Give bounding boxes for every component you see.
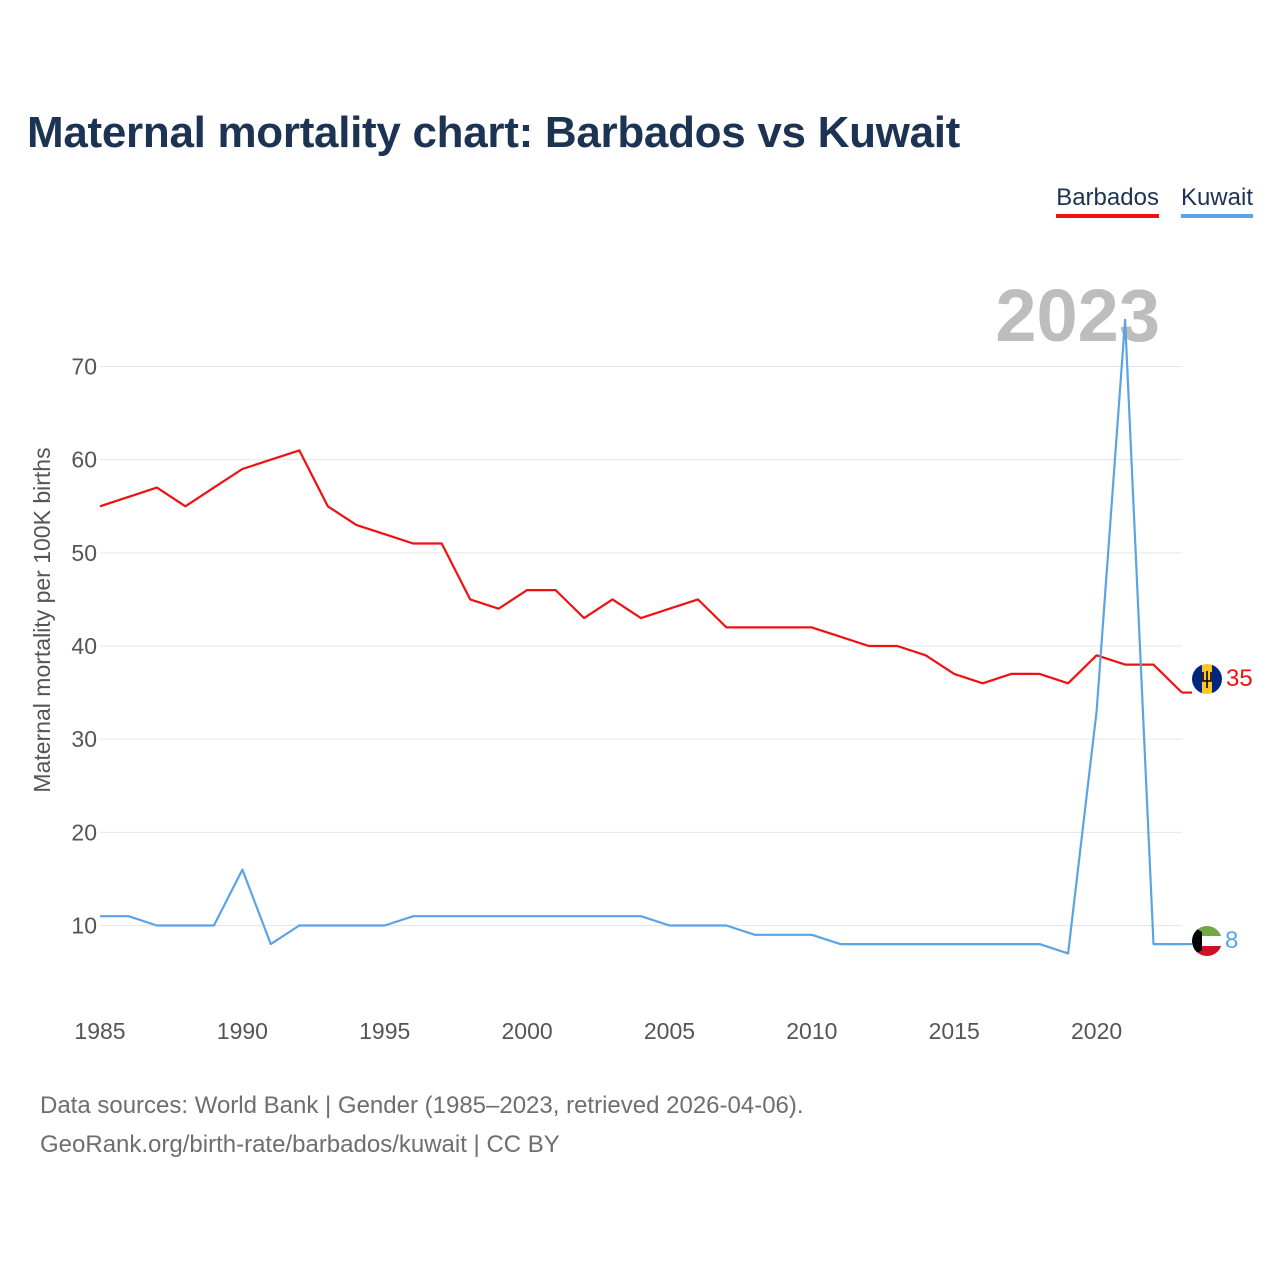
line-chart: 2023 10 20 30 40 50 60 70 1985 1990 1995 2000 2005… — [29, 274, 1253, 1044]
x-tick-label-1985: 1985 — [74, 1018, 125, 1044]
y-tick-label-50: 50 — [71, 540, 97, 566]
x-tick-label-1995: 1995 — [359, 1018, 410, 1044]
chart-title: Maternal mortality chart: Barbados vs Ku… — [27, 108, 961, 157]
y-tick-label-20: 20 — [71, 819, 97, 845]
y-tick-label-30: 30 — [71, 726, 97, 752]
x-tick-label-2005: 2005 — [644, 1018, 695, 1044]
footer-attribution[interactable]: GeoRank.org/birth-rate/barbados/kuwait |… — [40, 1131, 560, 1158]
grid — [100, 366, 1182, 926]
y-tick-label-40: 40 — [71, 633, 97, 659]
legend-item-kuwait[interactable]: Kuwait — [1180, 184, 1253, 218]
y-tick-label-70: 70 — [71, 354, 97, 380]
x-tick-label-2015: 2015 — [929, 1018, 980, 1044]
end-label-barbados: 35 — [1226, 665, 1253, 692]
series-lines — [99, 318, 1192, 955]
y-axis-ticks: 10 20 30 40 50 60 70 — [71, 354, 97, 939]
x-tick-label-2020: 2020 — [1071, 1018, 1122, 1044]
x-tick-label-2000: 2000 — [502, 1018, 553, 1044]
footer-sources: Data sources: World Bank | Gender (1985–… — [40, 1092, 804, 1119]
barbados-flag-icon — [1192, 664, 1222, 694]
kuwait-flag-icon — [1192, 926, 1222, 956]
series-line-kuwait[interactable] — [100, 318, 1182, 955]
legend: Barbados Kuwait — [1056, 184, 1253, 218]
series-line-barbados[interactable] — [99, 449, 1183, 694]
current-year-watermark: 2023 — [995, 274, 1160, 357]
legend-item-barbados[interactable]: Barbados — [1056, 184, 1159, 218]
x-axis-ticks: 1985 1990 1995 2000 2005 2010 2015 2020 — [74, 1018, 1122, 1044]
x-tick-label-2010: 2010 — [786, 1018, 837, 1044]
y-axis-title: Maternal mortality per 100K births — [29, 447, 55, 792]
y-tick-label-10: 10 — [71, 912, 97, 938]
footer: Data sources: World Bank | Gender (1985–… — [40, 1086, 804, 1164]
end-label-kuwait: 8 — [1225, 927, 1238, 954]
y-tick-label-60: 60 — [71, 447, 97, 473]
x-tick-label-1990: 1990 — [217, 1018, 268, 1044]
